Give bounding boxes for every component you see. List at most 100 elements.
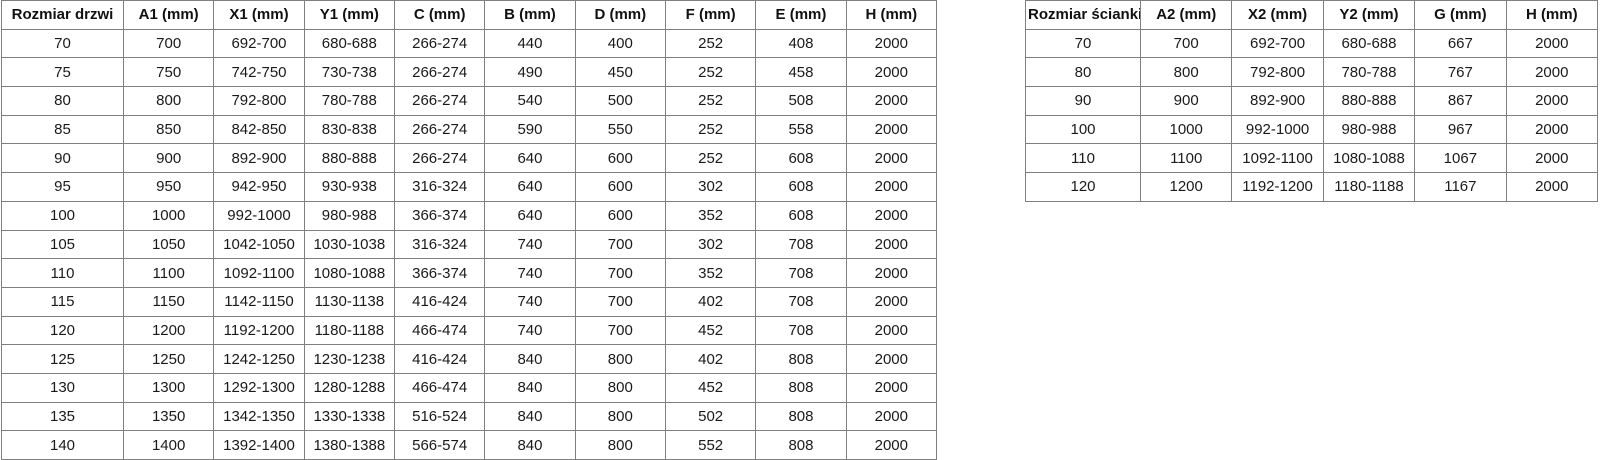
cell: 90: [1025, 86, 1141, 116]
cell: 880-888: [303, 143, 395, 174]
cell: 1180-1188: [1322, 172, 1416, 202]
cell: 880-888: [1322, 86, 1416, 116]
cell: 2000: [845, 200, 938, 231]
cell: 1080-1088: [303, 258, 395, 288]
cell: 558: [755, 114, 847, 145]
cell: 808: [755, 344, 847, 374]
cell: 680-688: [1322, 28, 1416, 59]
cell: 640: [484, 143, 576, 174]
cell: 2000: [1505, 57, 1599, 88]
cell: 252: [664, 114, 757, 145]
cell: 800: [122, 86, 215, 116]
cell: 80: [1, 86, 124, 116]
table-row: 90 900 892-900 880-888 266-274 640 600 252 608 20…: [1, 143, 938, 174]
cell: 70: [1025, 28, 1141, 59]
cell: 1350: [122, 401, 215, 432]
cell: 85: [1, 114, 124, 145]
cell: 105: [1, 229, 124, 260]
cell: 840: [484, 430, 576, 460]
cell: 1142-1150: [213, 286, 305, 317]
cell: 740: [484, 286, 576, 317]
table-row: 100 1000 992-1000 980-988 967 2000: [1025, 114, 1599, 145]
cell: 700: [1139, 28, 1233, 59]
cell: 458: [755, 57, 847, 88]
cell: 1150: [122, 286, 215, 317]
cell: 900: [1139, 86, 1233, 116]
cell: 2000: [1505, 86, 1599, 116]
cell: 600: [574, 200, 666, 231]
cell: 1380-1388: [303, 430, 395, 460]
cell: 640: [484, 200, 576, 231]
cell: 808: [755, 401, 847, 432]
cell: 416-424: [393, 286, 486, 317]
cell: 266-274: [393, 57, 486, 88]
cell: 640: [484, 172, 576, 202]
cell: 1080-1088: [1322, 143, 1416, 174]
column-header: H (mm): [845, 0, 938, 30]
cell: 708: [755, 286, 847, 317]
cell: 680-688: [303, 28, 395, 59]
cell: 120: [1025, 172, 1141, 202]
cell: 980-988: [303, 200, 395, 231]
table-row: 95 950 942-950 930-938 316-324 640 600 302 608 20…: [1, 172, 938, 202]
cell: 608: [755, 172, 847, 202]
cell: 2000: [845, 286, 938, 317]
table-row: 135 1350 1342-1350 1330-1338 516-524 840 800 50…: [1, 401, 938, 432]
cell: 742-750: [213, 57, 305, 88]
cell: 967: [1414, 114, 1507, 145]
column-header: D (mm): [574, 0, 666, 30]
table-row: 120 1200 1192-1200 1180-1188 466-474 740 700 45…: [1, 315, 938, 346]
cell: 452: [664, 315, 757, 346]
cell: 316-324: [393, 229, 486, 260]
cell: 792-800: [1231, 57, 1324, 88]
cell: 808: [755, 430, 847, 460]
wall-size-table-body: 70 700 692-700 680-688 667 2000 80 800 792-800 78…: [1025, 28, 1599, 202]
cell: 516-524: [393, 401, 486, 432]
cell: 1130-1138: [303, 286, 395, 317]
cell: 135: [1, 401, 124, 432]
cell: 366-374: [393, 200, 486, 231]
cell: 316-324: [393, 172, 486, 202]
cell: 2000: [845, 344, 938, 374]
cell: 1100: [122, 258, 215, 288]
cell: 266-274: [393, 28, 486, 59]
cell: 2000: [1505, 172, 1599, 202]
cell: 125: [1, 344, 124, 374]
cell: 767: [1414, 57, 1507, 88]
cell: 466-474: [393, 372, 486, 403]
door-size-table: Rozmiar drzwi A1 (mm) X1 (mm) Y1 (mm) C (mm)…: [1, 0, 938, 460]
cell: 508: [755, 86, 847, 116]
cell: 892-900: [213, 143, 305, 174]
cell: 416-424: [393, 344, 486, 374]
table-row: 130 1300 1292-1300 1280-1288 466-474 840 800 45…: [1, 372, 938, 403]
table-row: 75 750 742-750 730-738 266-274 490 450 252 458 20…: [1, 57, 938, 88]
cell: 352: [664, 258, 757, 288]
cell: 1330-1338: [303, 401, 395, 432]
cell: 440: [484, 28, 576, 59]
cell: 302: [664, 229, 757, 260]
cell: 100: [1025, 114, 1141, 145]
cell: 608: [755, 200, 847, 231]
cell: 850: [122, 114, 215, 145]
cell: 740: [484, 229, 576, 260]
cell: 792-800: [213, 86, 305, 116]
cell: 867: [1414, 86, 1507, 116]
cell: 708: [755, 258, 847, 288]
cell: 552: [664, 430, 757, 460]
cell: 930-938: [303, 172, 395, 202]
cell: 452: [664, 372, 757, 403]
cell: 2000: [845, 57, 938, 88]
cell: 2000: [845, 114, 938, 145]
cell: 750: [122, 57, 215, 88]
cell: 252: [664, 28, 757, 59]
cell: 600: [574, 143, 666, 174]
column-header: H (mm): [1505, 0, 1599, 30]
cell: 1067: [1414, 143, 1507, 174]
cell: 730-738: [303, 57, 395, 88]
cell: 667: [1414, 28, 1507, 59]
cell: 700: [574, 258, 666, 288]
cell: 402: [664, 344, 757, 374]
cell: 466-474: [393, 315, 486, 346]
cell: 566-574: [393, 430, 486, 460]
table-row: 70 700 692-700 680-688 667 2000: [1025, 28, 1599, 59]
